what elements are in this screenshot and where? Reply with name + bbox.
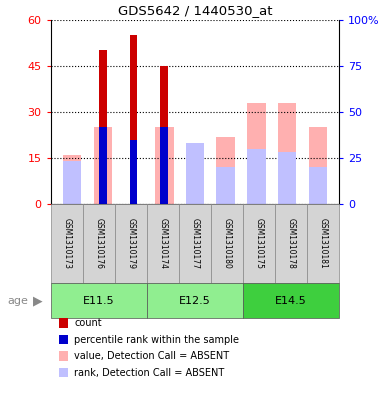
- Bar: [216, 137, 235, 204]
- Title: GDS5642 / 1440530_at: GDS5642 / 1440530_at: [118, 4, 272, 17]
- Text: age: age: [8, 296, 29, 306]
- Text: E12.5: E12.5: [179, 296, 211, 306]
- Text: GSM1310177: GSM1310177: [190, 218, 200, 269]
- Text: E11.5: E11.5: [83, 296, 115, 306]
- Text: GSM1310176: GSM1310176: [94, 218, 103, 269]
- Bar: [278, 103, 296, 204]
- Bar: [99, 127, 107, 204]
- Bar: [130, 140, 137, 204]
- Bar: [94, 127, 112, 204]
- Bar: [130, 35, 137, 204]
- Text: count: count: [74, 318, 102, 328]
- Bar: [186, 180, 204, 204]
- Text: ▶: ▶: [33, 294, 43, 307]
- Bar: [63, 155, 82, 204]
- Bar: [247, 149, 266, 204]
- Text: GSM1310180: GSM1310180: [223, 218, 232, 269]
- Bar: [186, 143, 204, 204]
- Text: GSM1310173: GSM1310173: [62, 218, 71, 269]
- Bar: [308, 127, 327, 204]
- Text: GSM1310178: GSM1310178: [287, 218, 296, 269]
- Text: GSM1310174: GSM1310174: [158, 218, 167, 269]
- Text: GSM1310179: GSM1310179: [126, 218, 135, 269]
- Text: E14.5: E14.5: [275, 296, 307, 306]
- Text: GSM1310181: GSM1310181: [319, 218, 328, 269]
- Text: percentile rank within the sample: percentile rank within the sample: [74, 334, 239, 345]
- Bar: [247, 103, 266, 204]
- Bar: [63, 161, 82, 204]
- Bar: [99, 50, 107, 204]
- Text: value, Detection Call = ABSENT: value, Detection Call = ABSENT: [74, 351, 229, 361]
- Bar: [160, 127, 168, 204]
- Text: rank, Detection Call = ABSENT: rank, Detection Call = ABSENT: [74, 367, 224, 378]
- Text: GSM1310175: GSM1310175: [255, 218, 264, 269]
- Bar: [308, 167, 327, 204]
- Bar: [216, 167, 235, 204]
- Bar: [160, 66, 168, 204]
- Bar: [278, 152, 296, 204]
- Bar: [155, 127, 174, 204]
